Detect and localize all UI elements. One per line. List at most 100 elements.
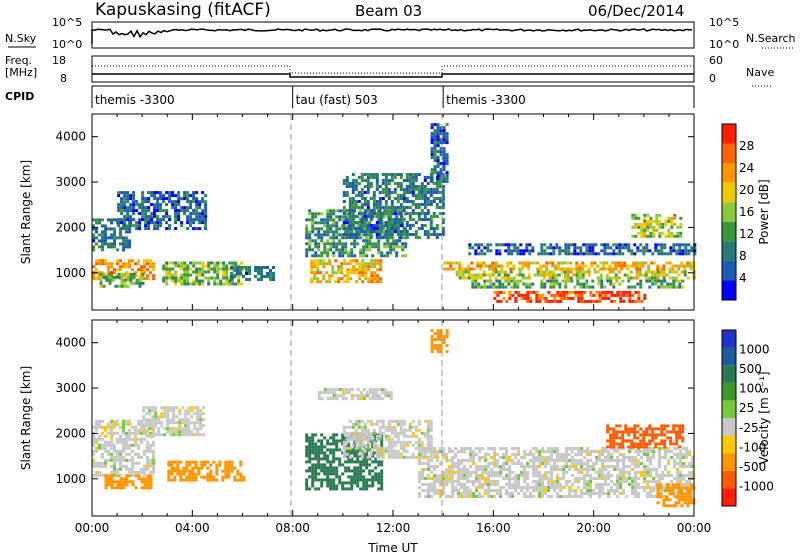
echo-cell: [607, 450, 611, 453]
echo-cell: [123, 218, 127, 222]
echo-cell: [378, 428, 382, 432]
echo-cell: [354, 221, 358, 224]
echo-cell: [528, 285, 532, 289]
echo-cell: [180, 279, 184, 283]
echo-cell: [402, 194, 406, 197]
echo-cell: [494, 267, 498, 271]
echo-cell: [460, 450, 464, 453]
echo-cell: [326, 454, 330, 458]
echo-cell: [341, 224, 345, 228]
echo-cell: [125, 242, 128, 246]
echo-cell: [541, 480, 545, 483]
echo-cell: [607, 492, 611, 495]
echo-cell: [326, 442, 330, 446]
echo-cell: [377, 394, 381, 398]
echo-cell: [171, 206, 175, 210]
echo-cell: [554, 276, 558, 280]
echo-cell: [577, 293, 581, 297]
echo-cell: [558, 285, 562, 289]
echo-cell: [451, 477, 455, 480]
nave-label: Nave: [746, 66, 774, 79]
echo-cell: [439, 171, 443, 175]
echo-cell: [475, 468, 479, 471]
echo-cell: [414, 446, 418, 450]
echo-cell: [673, 465, 677, 468]
echo-cell: [165, 270, 169, 274]
echo-cell: [134, 443, 137, 447]
echo-cell: [484, 480, 488, 483]
echo-cell: [442, 156, 446, 160]
echo-cell: [489, 243, 493, 247]
echo-cell: [143, 259, 146, 263]
echo-cell: [222, 273, 226, 277]
echo-cell: [360, 203, 364, 206]
echo-cell: [104, 428, 107, 432]
echo-cell: [393, 221, 397, 224]
echo-cell: [146, 259, 149, 263]
echo-cell: [178, 418, 182, 422]
echo-cell: [426, 209, 430, 212]
echo-cell: [399, 431, 403, 435]
echo-cell: [363, 422, 367, 426]
echo-cell: [414, 233, 418, 236]
echo-cell: [216, 264, 220, 268]
echo-cell: [337, 277, 341, 281]
echo-cell: [104, 440, 107, 444]
echo-cell: [372, 422, 376, 426]
echo-cell: [204, 206, 208, 210]
echo-cell: [611, 270, 615, 274]
echo-cell: [354, 437, 358, 441]
echo-cell: [152, 458, 155, 462]
echo-cell: [393, 191, 397, 194]
echo-cell: [143, 452, 146, 456]
echo-cell: [104, 227, 107, 231]
echo-cell: [420, 185, 424, 188]
echo-cell: [380, 487, 384, 491]
echo-cell: [101, 425, 104, 429]
echo-cell: [514, 299, 518, 303]
echo-cell: [642, 249, 646, 253]
echo-cell: [463, 447, 467, 450]
echo-cell: [524, 276, 528, 280]
echo-cell: [643, 450, 647, 453]
echo-cell: [436, 129, 440, 133]
echo-cell: [183, 264, 187, 268]
echo-cell: [668, 267, 672, 271]
echo-cell: [213, 276, 217, 280]
echo-cell: [198, 261, 202, 265]
echo-cell: [120, 212, 124, 216]
echo-cell: [116, 268, 119, 272]
echo-cell: [445, 132, 449, 136]
echo-cell: [582, 243, 586, 247]
echo-cell: [538, 477, 542, 480]
echo-cell: [375, 185, 379, 188]
echo-cell: [565, 462, 569, 465]
echo-cell: [357, 221, 361, 224]
echo-cell: [562, 293, 566, 297]
echo-cell: [586, 459, 590, 462]
echo-cell: [661, 489, 665, 492]
echo-cell: [411, 185, 415, 188]
echo-cell: [433, 135, 437, 139]
echo-cell: [123, 191, 127, 195]
echo-cell: [344, 460, 348, 464]
echo-cell: [228, 267, 232, 271]
echo-cell: [525, 249, 529, 253]
echo-cell: [335, 445, 339, 449]
echo-cell: [478, 492, 482, 495]
echo-cell: [575, 276, 579, 280]
echo-cell: [350, 487, 354, 491]
echo-cell: [665, 261, 669, 265]
echo-cell: [493, 462, 497, 465]
echo-cell: [634, 462, 638, 465]
echo-cell: [203, 460, 207, 464]
echo-cell: [199, 424, 203, 428]
echo-cell: [167, 472, 171, 476]
echo-cell: [199, 427, 203, 431]
echo-cell: [156, 191, 160, 195]
echo-cell: [545, 270, 549, 274]
echo-cell: [457, 471, 461, 474]
echo-cell: [134, 470, 137, 474]
echo-cell: [466, 492, 470, 495]
echo-cell: [639, 439, 643, 443]
